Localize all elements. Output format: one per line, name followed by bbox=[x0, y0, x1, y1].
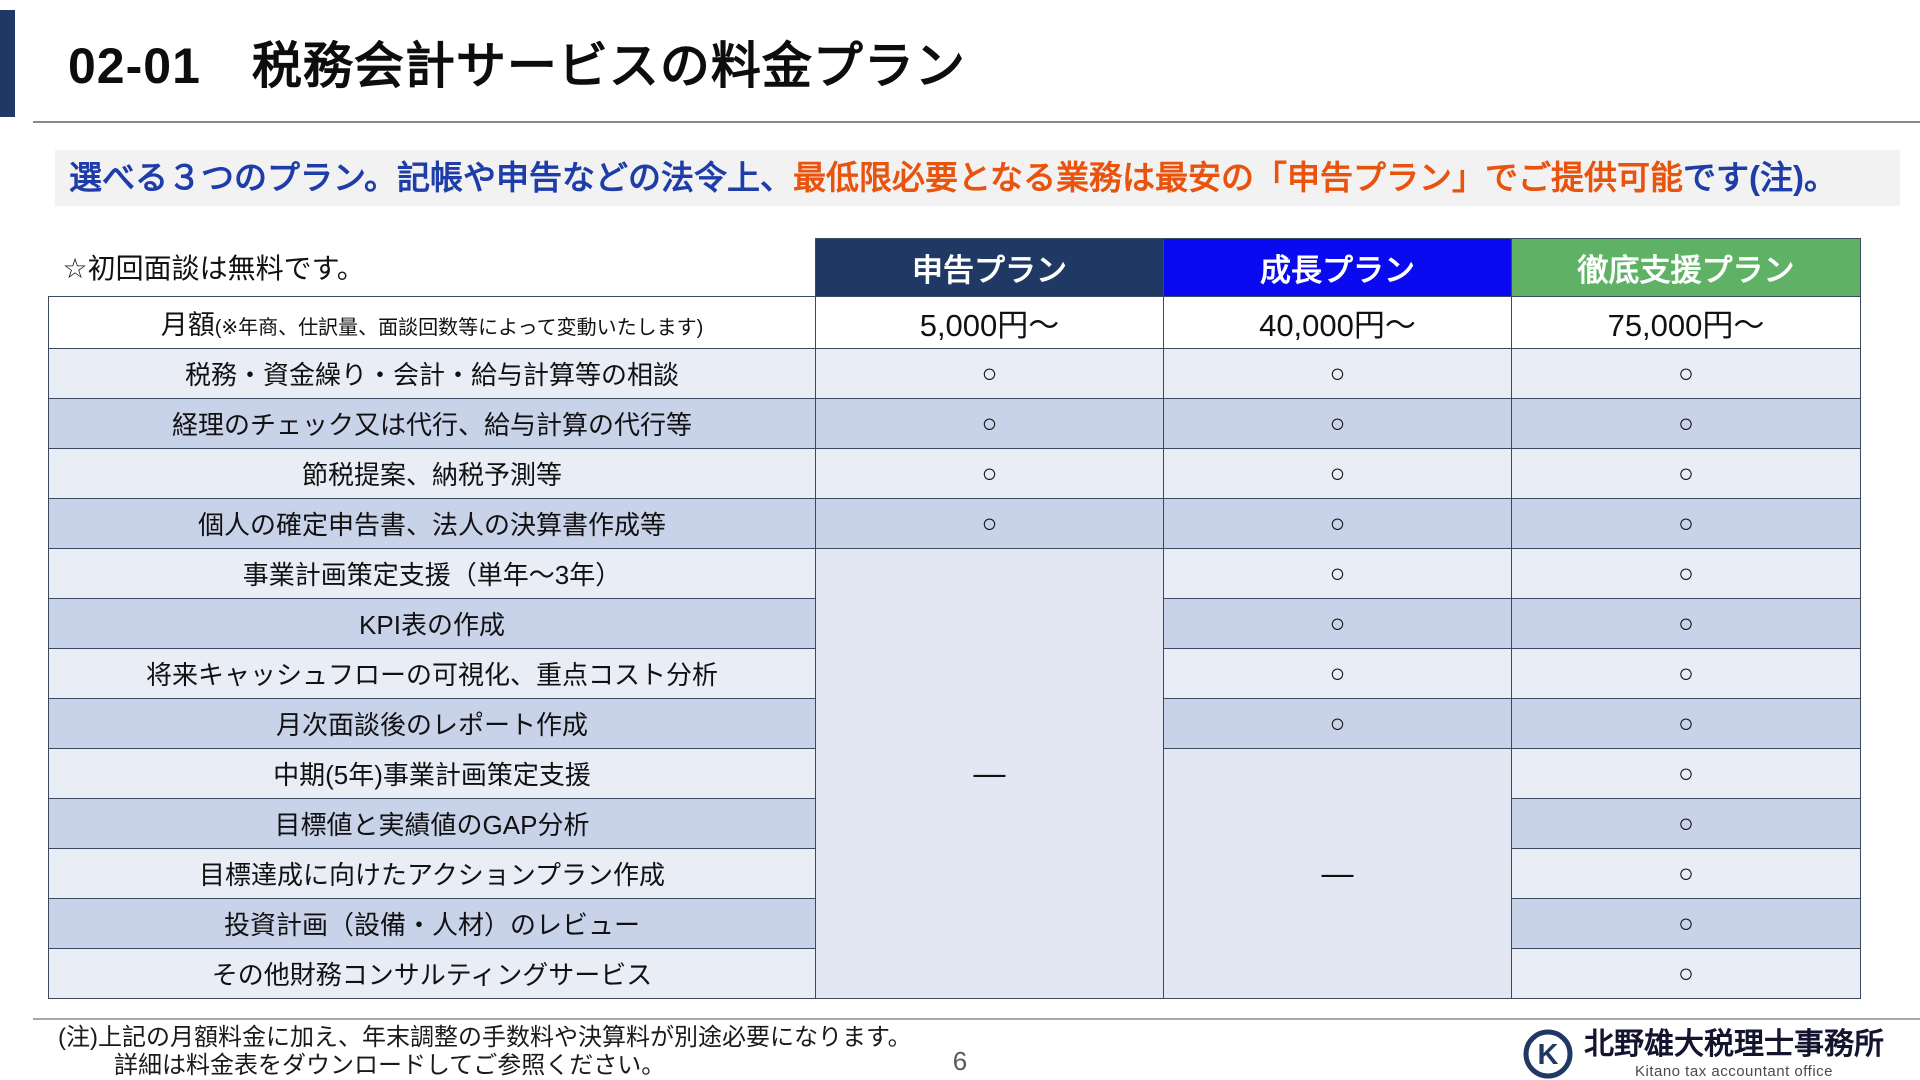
title-divider bbox=[33, 121, 1920, 123]
not-included-cell: — bbox=[1163, 748, 1512, 999]
footnote-line2: 詳細は料金表をダウンロードしてご参照ください。 bbox=[114, 1052, 666, 1079]
k-circle-logo-icon: K bbox=[1523, 1029, 1573, 1079]
footer-divider bbox=[33, 1018, 1920, 1020]
footnote-line1: (注)上記の月額料金に加え、年末調整の手数料や決算料が別途必要になります。 bbox=[58, 1024, 912, 1051]
service-label: 目標値と実績値のGAP分析 bbox=[48, 798, 816, 849]
plan-header: 徹底支援プラン bbox=[1511, 238, 1861, 297]
included-mark: ○ bbox=[815, 348, 1164, 399]
included-mark: ○ bbox=[815, 448, 1164, 499]
service-label: 税務・資金繰り・会計・給与計算等の相談 bbox=[48, 348, 816, 399]
service-label: 将来キャッシュフローの可視化、重点コスト分析 bbox=[48, 648, 816, 699]
logo-office-name: 北野雄大税理士事務所 bbox=[1584, 1028, 1884, 1062]
service-label: 投資計画（設備・人材）のレビュー bbox=[48, 898, 816, 949]
included-mark: ○ bbox=[1511, 498, 1861, 549]
included-mark: ○ bbox=[1511, 898, 1861, 949]
service-row: 事業計画策定支援（単年〜3年） — ○ ○ bbox=[48, 548, 1861, 999]
pricing-table-body: 月額(※年商、仕訳量、面談回数等によって変動いたします) 5,000円〜 40,00… bbox=[48, 296, 1861, 999]
not-included-cell: — bbox=[815, 548, 1164, 999]
office-logo: K 北野雄大税理士事務所 Kitano tax accountant offic… bbox=[1522, 1028, 1884, 1080]
title-accent-bar bbox=[0, 10, 15, 117]
lead-message: 選べる３つのプラン。記帳や申告などの法令上、最低限必要となる業務は最安の「申告プ… bbox=[55, 150, 1900, 206]
service-row: 投資計画（設備・人材）のレビュー ○ bbox=[48, 898, 1861, 949]
pricing-table: ☆初回面談は無料です。 申告プラン 成長プラン 徹底支援プラン 月額(※年商、仕訳量… bbox=[48, 238, 1861, 999]
price-label-main: 月額 bbox=[160, 310, 215, 340]
included-mark: ○ bbox=[1511, 798, 1861, 849]
lead-message-segment: 選べる３つのプラン。記帳や申告などの法令上、 bbox=[69, 159, 794, 196]
included-mark: ○ bbox=[1511, 748, 1861, 799]
footnote: (注)上記の月額料金に加え、年末調整の手数料や決算料が別途必要になります。 詳細… bbox=[58, 1024, 912, 1080]
service-label: 節税提案、納税予測等 bbox=[48, 448, 816, 499]
page-title: 02-01 税務会計サービスの料金プラン bbox=[68, 38, 966, 94]
lead-message-segment: 最低限必要となる業務は最安の「申告プラン」でご提供可能 bbox=[793, 159, 1684, 196]
plan-header: 申告プラン bbox=[815, 238, 1164, 297]
plan-header-row: ☆初回面談は無料です。 申告プラン 成長プラン 徹底支援プラン bbox=[48, 238, 1861, 297]
included-mark: ○ bbox=[1511, 398, 1861, 449]
price-value: 40,000円〜 bbox=[1163, 296, 1512, 349]
included-mark: ○ bbox=[1511, 698, 1861, 749]
service-label: KPI表の作成 bbox=[48, 598, 816, 649]
included-mark: ○ bbox=[1511, 348, 1861, 399]
included-mark: ○ bbox=[1511, 948, 1861, 999]
svg-text:K: K bbox=[1538, 1039, 1559, 1071]
included-mark: ○ bbox=[1163, 348, 1512, 399]
included-mark: ○ bbox=[1163, 698, 1512, 749]
service-label: 中期(5年)事業計画策定支援 bbox=[48, 748, 816, 799]
included-mark: ○ bbox=[1511, 598, 1861, 649]
service-label: その他財務コンサルティングサービス bbox=[48, 948, 816, 999]
included-mark: ○ bbox=[1163, 398, 1512, 449]
included-mark: ○ bbox=[1163, 498, 1512, 549]
included-mark: ○ bbox=[1163, 448, 1512, 499]
included-mark: ○ bbox=[1163, 598, 1512, 649]
included-mark: ○ bbox=[1511, 648, 1861, 699]
price-row-label: 月額(※年商、仕訳量、面談回数等によって変動いたします) bbox=[48, 296, 816, 349]
service-label: 月次面談後のレポート作成 bbox=[48, 698, 816, 749]
logo-text: 北野雄大税理士事務所 Kitano tax accountant office bbox=[1584, 1028, 1884, 1080]
table-corner-note: ☆初回面談は無料です。 bbox=[48, 238, 816, 297]
price-label-note: (※年商、仕訳量、面談回数等によって変動いたします) bbox=[214, 317, 704, 339]
service-label: 目標達成に向けたアクションプラン作成 bbox=[48, 848, 816, 899]
service-row: 節税提案、納税予測等 ○ ○ ○ bbox=[48, 448, 1861, 499]
service-row: 経理のチェック又は代行、給与計算の代行等 ○ ○ ○ bbox=[48, 398, 1861, 449]
service-label: 経理のチェック又は代行、給与計算の代行等 bbox=[48, 398, 816, 449]
service-label: 個人の確定申告書、法人の決算書作成等 bbox=[48, 498, 816, 549]
price-value: 75,000円〜 bbox=[1511, 296, 1861, 349]
lead-message-segment: です(注)。 bbox=[1683, 159, 1838, 196]
included-mark: ○ bbox=[1163, 548, 1512, 599]
service-row: 税務・資金繰り・会計・給与計算等の相談 ○ ○ ○ bbox=[48, 348, 1861, 399]
service-row: 個人の確定申告書、法人の決算書作成等 ○ ○ ○ bbox=[48, 498, 1861, 549]
included-mark: ○ bbox=[1511, 548, 1861, 599]
price-row: 月額(※年商、仕訳量、面談回数等によって変動いたします) 5,000円〜 40,00… bbox=[48, 296, 1861, 349]
included-mark: ○ bbox=[1511, 448, 1861, 499]
included-mark: ○ bbox=[1163, 648, 1512, 699]
price-value: 5,000円〜 bbox=[815, 296, 1164, 349]
page-number: 6 bbox=[952, 1046, 968, 1076]
plan-header: 成長プラン bbox=[1163, 238, 1512, 297]
included-mark: ○ bbox=[815, 398, 1164, 449]
service-label: 事業計画策定支援（単年〜3年） bbox=[48, 548, 816, 599]
included-mark: ○ bbox=[1511, 848, 1861, 899]
included-mark: ○ bbox=[815, 498, 1164, 549]
logo-office-name-en: Kitano tax accountant office bbox=[1634, 1062, 1833, 1080]
